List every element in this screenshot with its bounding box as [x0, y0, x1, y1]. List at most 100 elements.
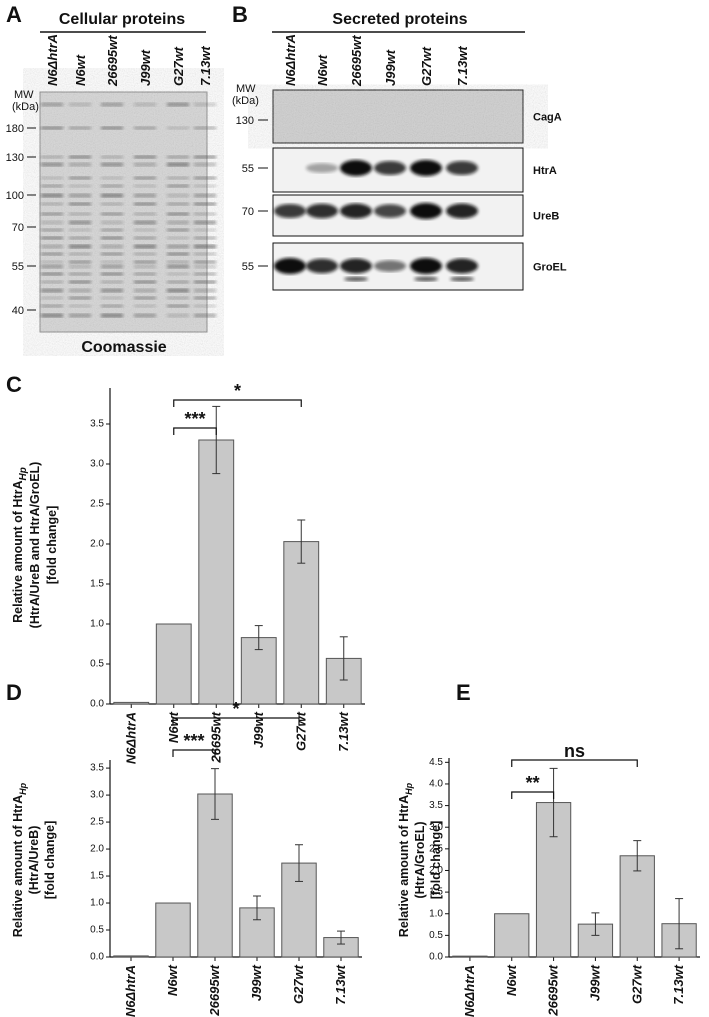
blot-band [306, 203, 338, 219]
gel-band [101, 184, 123, 188]
gel-band [194, 288, 216, 293]
mw-marker: 70 [12, 222, 24, 234]
x-tick-label: G27wt [629, 964, 644, 1004]
y-tick-label: 2.5 [429, 843, 443, 854]
bar [197, 793, 233, 958]
gel-band [41, 228, 63, 232]
x-tick-label: 7.13wt [336, 711, 351, 751]
gel-band [167, 202, 189, 206]
gel-band [167, 102, 189, 107]
gel-band [69, 252, 91, 256]
y-tick-label: 2.0 [90, 539, 104, 550]
gel-band [194, 220, 216, 225]
gel-band [41, 155, 63, 159]
significance-bracket [172, 749, 216, 757]
blot-band [414, 276, 438, 282]
gel-band [69, 176, 91, 180]
gel-band [167, 193, 189, 198]
lane-label: N6wt [315, 54, 330, 86]
gel-band [194, 184, 216, 188]
y-tick-label: 0.0 [429, 952, 443, 963]
significance-bracket [511, 791, 555, 799]
gel-band [134, 304, 156, 308]
panel-label: A [6, 2, 22, 27]
lane-label: G27wt [419, 46, 434, 86]
x-tick-label: J99wt [587, 964, 602, 1001]
gel-band [41, 260, 63, 264]
y-tick-label: 0.5 [90, 925, 104, 936]
x-tick-label: 7.13wt [671, 964, 686, 1004]
y-tick-label: 0.0 [90, 952, 104, 963]
lane-label: 26695wt [105, 35, 120, 87]
gel-band [194, 244, 216, 249]
significance-bracket [172, 717, 300, 725]
gel-band [69, 155, 91, 159]
y-axis-label-text: (HtrA/UreB and HtrA/GroEL) [28, 462, 42, 629]
gel-band [101, 236, 123, 240]
mw-marker: 100 [6, 190, 24, 202]
mw-marker: 40 [12, 305, 24, 317]
gel-band [69, 193, 91, 198]
gel-band [194, 296, 216, 300]
mw-marker: 55 [242, 163, 254, 175]
panel-label: C [6, 372, 22, 397]
mw-marker: 130 [236, 115, 254, 127]
gel-band [69, 244, 91, 249]
gel-band [41, 193, 63, 198]
lane-label: 7.13wt [198, 46, 213, 86]
blot-band [340, 258, 372, 274]
lane-label: N6ΔhtrA [283, 34, 298, 86]
gel-band [101, 155, 123, 159]
gel-band [194, 126, 216, 130]
gel-band [194, 212, 216, 216]
y-tick-label: 2.5 [90, 499, 104, 510]
gel-band [134, 193, 156, 198]
gel-band [69, 228, 91, 232]
y-axis-label: (HtrA/UreB and HtrA/GroEL) [28, 462, 42, 629]
gel-band [167, 126, 189, 130]
blot-band [446, 161, 478, 175]
gel-band [101, 176, 123, 180]
y-tick-label: 1.5 [90, 579, 104, 590]
gel-band [41, 126, 63, 130]
gel-band [194, 264, 216, 269]
gel-band [134, 252, 156, 256]
bar [155, 902, 191, 958]
bar [452, 955, 488, 958]
y-axis-label: [fold change] [429, 821, 443, 899]
gel-band [194, 155, 216, 159]
panel-label: E [456, 680, 471, 705]
gel-band [69, 288, 91, 293]
gel-band [194, 272, 216, 276]
y-tick-label: 1.0 [90, 898, 104, 909]
x-tick-label: N6ΔhtrA [123, 965, 138, 1017]
y-tick-label: 3.0 [90, 459, 104, 470]
blot-texture [273, 90, 523, 143]
gel-band [41, 252, 63, 256]
gel-band [69, 126, 91, 130]
gel-band [41, 272, 63, 276]
y-tick-label: 1.0 [429, 908, 443, 919]
blots [272, 89, 524, 291]
mw-marker: 55 [12, 261, 24, 273]
gel-band [167, 252, 189, 256]
blot-label: CagA [533, 112, 562, 124]
gel-band [101, 193, 123, 198]
mw-label: (kDa) [12, 101, 39, 113]
significance-bracket [173, 399, 302, 407]
y-tick-label: 3.5 [429, 800, 443, 811]
x-tick-label: N6ΔhtrA [462, 965, 477, 1017]
blot-band [340, 160, 372, 176]
gel-band [101, 272, 123, 276]
bar [113, 955, 149, 958]
y-axis-label: (HtrA/UreB) [27, 826, 41, 895]
gel-band [69, 280, 91, 284]
gel-band [101, 162, 123, 167]
blot-band [374, 161, 406, 175]
gel-band [194, 252, 216, 256]
y-tick-label: 4.0 [429, 779, 443, 790]
y-tick-label: 3.0 [90, 790, 104, 801]
gel-band [167, 304, 189, 308]
significance-label: * [232, 699, 239, 719]
y-axis-label-text: [fold change] [429, 821, 443, 899]
